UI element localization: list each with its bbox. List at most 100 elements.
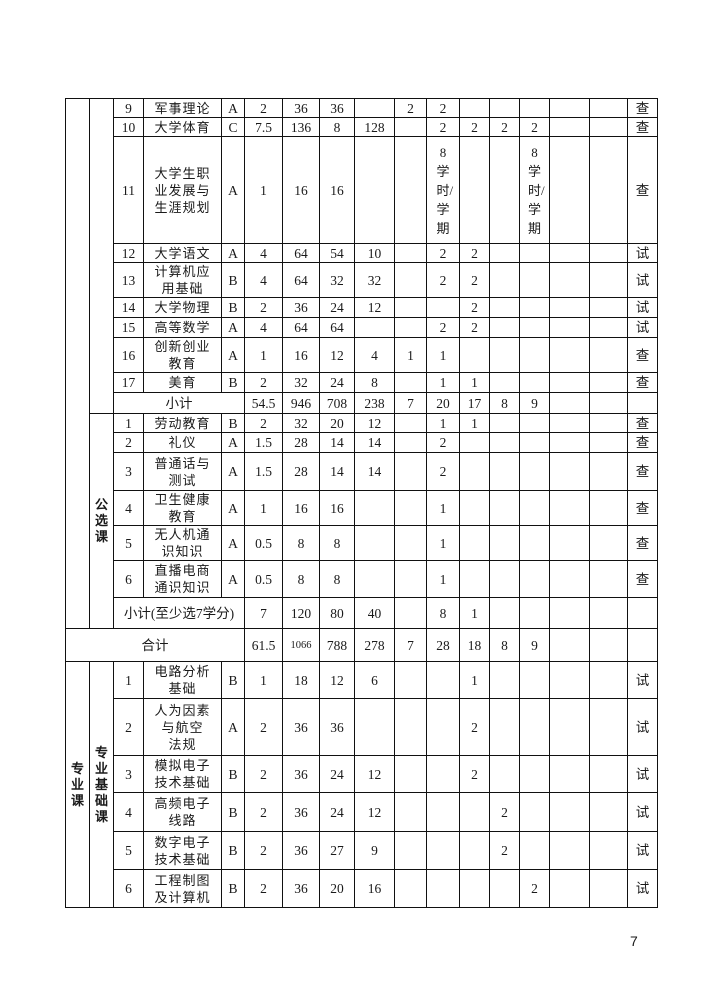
semester-3: 17 — [459, 392, 490, 414]
exam-type: 试 — [627, 243, 658, 263]
semester-7 — [589, 560, 628, 598]
table-row: 9 军事理论 A 2 36 36 2 2 查 — [65, 98, 658, 629]
course-type: B — [221, 831, 245, 870]
semester-1: 7 — [394, 392, 427, 414]
credits: 54.5 — [244, 392, 283, 414]
table-row: 3 模拟电子技术基础 B 2 36 24 12 2 试 — [66, 755, 658, 793]
table-row: 16 创新创业教育 A 1 16 12 4 1 1 查 — [66, 337, 658, 373]
semester-5 — [519, 525, 550, 561]
course-no: 1 — [113, 413, 144, 433]
theory-hours: 80 — [319, 597, 355, 629]
semester-7 — [589, 490, 628, 526]
semester-4: 2 — [489, 117, 520, 137]
credits: 2 — [244, 755, 283, 793]
subtotal-label: 小计(至少选7学分) — [113, 597, 245, 629]
semester-1 — [394, 597, 427, 629]
exam-type — [627, 392, 658, 414]
category-cell-continued — [65, 98, 90, 629]
semester-4 — [489, 262, 520, 298]
course-name: 电路分析基础 — [143, 661, 222, 699]
professional-subcategory: 专业基础课 — [89, 661, 114, 908]
exam-type: 查 — [627, 372, 658, 393]
semester-6 — [549, 525, 590, 561]
total-hours: 1066 — [282, 628, 320, 662]
semester-6 — [549, 432, 590, 453]
semester-2: 1 — [426, 490, 460, 526]
semester-3 — [459, 869, 490, 908]
table-row: 12 大学语文 A 4 64 54 10 2 2 试 — [66, 243, 658, 263]
semester-3 — [459, 560, 490, 598]
table-row: 6 工程制图及计算机 B 2 36 20 16 2 试 — [66, 869, 658, 908]
semester-2: 2 — [426, 117, 460, 137]
exam-type: 试 — [627, 262, 658, 298]
semester-4 — [489, 661, 520, 699]
course-name: 模拟电子技术基础 — [143, 755, 222, 793]
exam-type: 查 — [627, 413, 658, 433]
course-no: 15 — [113, 317, 144, 338]
course-type: A — [221, 452, 245, 491]
practice-hours: 238 — [354, 392, 395, 414]
semester-6 — [549, 452, 590, 491]
credits: 1.5 — [244, 452, 283, 491]
semester-5 — [519, 413, 550, 433]
semester-4: 2 — [489, 792, 520, 832]
semester-7 — [589, 392, 628, 414]
practice-hours: 6 — [354, 661, 395, 699]
subcategory-cell-continued — [89, 98, 114, 414]
course-name: 直播电商通识知识 — [143, 560, 222, 598]
credits: 1 — [244, 337, 283, 373]
total-hours: 36 — [282, 297, 320, 318]
exam-type: 试 — [627, 317, 658, 338]
semester-7 — [589, 297, 628, 318]
semester-2: 8 — [426, 597, 460, 629]
course-name: 高频电子线路 — [143, 792, 222, 832]
semester-2: 1 — [426, 413, 460, 433]
theory-hours: 788 — [319, 628, 355, 662]
total-hours: 36 — [282, 98, 320, 118]
semester-5: 8学时/学期 — [519, 136, 550, 244]
total-hours: 120 — [282, 597, 320, 629]
credits: 7 — [244, 597, 283, 629]
semester-1 — [394, 243, 427, 263]
practice-hours — [354, 560, 395, 598]
semester-3: 2 — [459, 117, 490, 137]
semester-1: 2 — [394, 98, 427, 118]
credits: 2 — [244, 98, 283, 118]
exam-type: 试 — [627, 831, 658, 870]
professional-category-label: 专业课 — [71, 760, 85, 808]
semester-7 — [589, 413, 628, 433]
credits: 1 — [244, 661, 283, 699]
credits: 0.5 — [244, 560, 283, 598]
exam-type: 查 — [627, 490, 658, 526]
theory-hours: 24 — [319, 755, 355, 793]
course-name: 军事理论 — [143, 98, 222, 118]
credits: 4 — [244, 317, 283, 338]
total-hours: 32 — [282, 372, 320, 393]
semester-1 — [394, 372, 427, 393]
exam-type: 试 — [627, 297, 658, 318]
table-row: 专业课 专业基础课 1 电路分析基础 B 1 18 12 6 1 试 — [65, 661, 658, 908]
semester-7 — [589, 452, 628, 491]
semester-5 — [519, 831, 550, 870]
table-row: 13 计算机应用基础 B 4 64 32 32 2 2 试 — [66, 262, 658, 298]
course-name: 大学语文 — [143, 243, 222, 263]
semester-5 — [519, 698, 550, 756]
exam-type: 查 — [627, 117, 658, 137]
course-no: 9 — [113, 98, 144, 118]
semester-5 — [519, 337, 550, 373]
total-hours: 16 — [282, 490, 320, 526]
semester-6 — [549, 597, 590, 629]
table-row: 14 大学物理 B 2 36 24 12 2 试 — [66, 297, 658, 318]
semester-7 — [589, 262, 628, 298]
semester-1 — [394, 490, 427, 526]
semester-6 — [549, 792, 590, 832]
semester-4 — [489, 869, 520, 908]
semester-3: 2 — [459, 297, 490, 318]
credits: 4 — [244, 243, 283, 263]
semester-5 — [519, 372, 550, 393]
semester-5 — [519, 98, 550, 118]
practice-hours: 12 — [354, 755, 395, 793]
semester-4 — [489, 755, 520, 793]
professional-category: 专业课 — [65, 661, 90, 908]
semester-5 — [519, 452, 550, 491]
